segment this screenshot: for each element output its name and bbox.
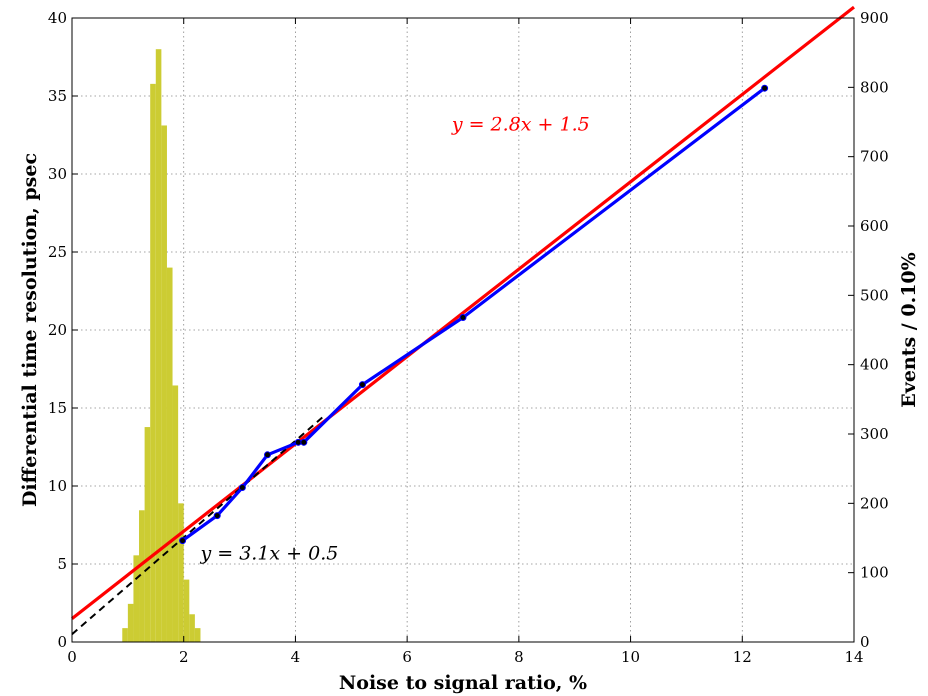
x-tick-label: 14	[844, 648, 863, 666]
y-right-tick-label: 400	[860, 356, 889, 374]
y-left-tick-label: 5	[57, 555, 67, 573]
y-left-tick-label: 25	[48, 243, 67, 261]
histogram-bar	[161, 125, 167, 642]
x-tick-label: 6	[402, 648, 412, 666]
fit-label-black: y = 3.1x + 0.5	[199, 542, 338, 564]
x-tick-label: 0	[67, 648, 77, 666]
x-tick-label: 12	[733, 648, 752, 666]
histogram-bar	[178, 503, 184, 642]
data-point	[238, 484, 246, 492]
ticks	[71, 17, 855, 643]
y-axis-title-left: Differential time resolution, psec	[19, 153, 41, 507]
fit-line-red	[71, 5, 855, 620]
data-point	[300, 438, 308, 446]
y-right-tick-label: 500	[860, 286, 889, 304]
y-right-tick-label: 700	[860, 148, 889, 166]
histogram-bar	[183, 579, 190, 642]
y-right-tick-label: 100	[860, 564, 889, 582]
x-axis-title: Noise to signal ratio, %	[339, 672, 587, 694]
histogram-bar	[133, 555, 140, 642]
data-point	[179, 537, 187, 545]
data-point	[213, 512, 221, 520]
histogram-bar	[127, 603, 134, 642]
y-right-tick-label: 600	[860, 217, 889, 235]
tick-labels: 0 2 4 6 8 10 12 1405101520253035400100200300400…	[48, 9, 889, 666]
y-left-tick-label: 15	[48, 399, 67, 417]
grid	[72, 18, 854, 642]
x-tick-label: 10	[621, 648, 640, 666]
y-right-tick-label: 200	[860, 494, 889, 512]
y-right-tick-label: 0	[860, 633, 870, 651]
data-point	[459, 314, 467, 322]
data-point	[761, 84, 769, 92]
fit-line-dashed	[71, 415, 325, 635]
y-left-tick-label: 30	[48, 165, 67, 183]
histogram-bar	[139, 510, 145, 642]
fit-label-red: y = 2.8x + 1.5	[451, 113, 590, 135]
histogram-bar	[144, 427, 151, 642]
histogram-bar	[150, 83, 156, 642]
x-tick-label: 2	[179, 648, 189, 666]
histogram-bar	[166, 267, 173, 642]
x-tick-label: 4	[291, 648, 301, 666]
histogram-bar	[172, 385, 179, 642]
histogram	[122, 49, 201, 642]
y-left-tick-label: 10	[48, 477, 67, 495]
x-tick-label: 8	[514, 648, 524, 666]
histogram-bar	[194, 628, 201, 642]
histogram-bar	[122, 628, 128, 642]
y-left-tick-label: 20	[48, 321, 67, 339]
y-right-tick-label: 800	[860, 78, 889, 96]
y-right-tick-label: 300	[860, 425, 889, 443]
y-axis-title-right: Events / 0.10%	[898, 252, 920, 407]
data-points	[179, 84, 769, 545]
histogram-bar	[155, 49, 162, 642]
data-line-blue	[181, 86, 766, 542]
y-left-tick-label: 0	[57, 633, 67, 651]
data-point	[358, 381, 366, 389]
y-left-tick-label: 35	[48, 87, 67, 105]
y-left-tick-label: 40	[48, 9, 67, 27]
histogram-bar	[189, 614, 195, 642]
data-point	[264, 451, 271, 459]
y-right-tick-label: 900	[860, 9, 889, 27]
